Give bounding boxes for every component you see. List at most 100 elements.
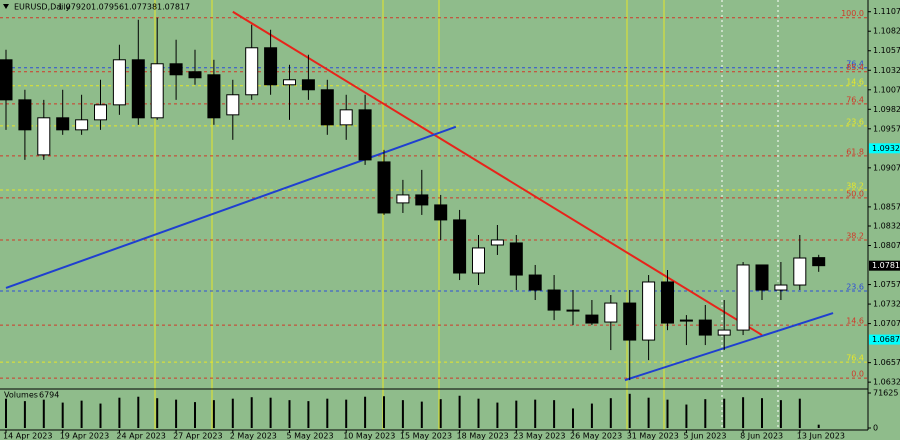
header-low: 1.07738 [124,3,157,12]
header-close: 1.07817 [157,3,190,12]
volume-bar [458,395,461,428]
volume-bar [723,398,726,428]
volume-bar [250,397,253,428]
x-tick-label: 13 Jun 2023 [797,432,845,440]
candle-body [736,264,750,331]
y-tick-label: 1.06325 [873,378,900,387]
volume-tick-label: 0 [873,424,878,433]
candle-body [566,309,580,312]
level-label: 76.4 [846,59,864,68]
candle-body [755,264,769,291]
volume-bar [118,397,121,428]
y-tick-label: 1.09570 [873,124,900,133]
volume-bar [704,399,707,428]
y-tick-label: 1.09070 [873,163,900,172]
header-open: 1.07920 [58,3,91,12]
volume-bar [609,398,612,428]
x-tick-label: 5 May 2023 [287,432,334,440]
y-tick-label: 1.10820 [873,27,900,36]
candle-body [623,302,637,341]
x-tick-label: 14 Apr 2023 [3,432,52,440]
volume-bar [742,397,745,428]
header-high: 1.07956 [91,3,124,12]
candle-body [358,109,372,161]
candle-body [547,289,561,311]
candle-body [604,302,618,323]
trendline [5,125,457,289]
x-tick-label: 27 Apr 2023 [173,432,222,440]
menu-arrow[interactable] [3,4,9,9]
level-label: 23.6 [846,117,864,126]
candle-body [301,79,315,91]
y-tick-label: 1.06575 [873,358,900,367]
y-tick-label: 1.10070 [873,85,900,94]
candle-body [169,63,183,76]
current-price-label: 1.07817 [872,261,900,270]
volume-bar [779,400,782,428]
candle-body [490,239,504,246]
candle-body [283,79,296,86]
candle-body [434,204,448,221]
candle-body [0,59,13,101]
candle-body [642,281,656,341]
trendline [624,312,834,382]
volume-bar [401,400,404,428]
current-price-box [869,260,900,271]
y-tick-label: 1.10320 [873,66,900,75]
level-label: 100.0 [841,9,864,18]
candle-body [377,161,391,214]
volume-bar [572,408,574,428]
trendline [232,10,763,336]
level-label: 61.8 [846,147,864,156]
x-tick-label: 24 Apr 2023 [116,432,165,440]
volume-bar [42,399,45,428]
volume-tick-label: 71625 [873,389,898,398]
y-tick-label: 1.11070 [873,7,900,16]
volume-bar [628,393,631,428]
volume-bar [685,404,688,428]
volume-bar [383,396,385,428]
candle-body [698,319,712,336]
volume-bar [666,399,669,428]
volume-current: 6794 [39,391,59,400]
volume-title: Volumes [4,391,38,400]
x-tick-label: 2 May 2023 [230,432,277,440]
volume-bar [231,398,234,428]
candle-body [528,274,542,291]
candle-body [585,314,599,324]
volume-bar [439,399,442,428]
y-tick-label: 1.08075 [873,241,900,250]
volume-bar [553,400,556,428]
volume-bar [80,400,83,428]
volume-bar [647,397,650,428]
candle-body [509,242,523,276]
price-box-label: 1.09320 [872,144,900,153]
price-box [869,143,900,154]
candle-body [245,47,259,96]
x-tick-label: 15 May 2023 [400,432,452,440]
volume-bar [364,396,367,428]
volume-bar [515,400,518,428]
candle-body [415,194,429,206]
candle-body [131,59,145,119]
y-tick-label: 1.08325 [873,222,900,231]
volume-bar [5,398,7,428]
x-tick-label: 26 May 2023 [570,432,622,440]
candle-body [75,119,89,131]
level-label: 76.4 [846,95,864,104]
volume-bar [269,397,272,428]
price-box-label: 1.06870 [872,335,900,344]
level-label: 50.0 [846,189,864,198]
candle-body [56,117,70,131]
volume-bar [761,398,763,428]
candle-body [37,117,51,156]
x-tick-label: 5 Jun 2023 [683,432,726,440]
volume-bar [420,401,423,428]
x-tick-label: 18 May 2023 [457,432,509,440]
candle-body [264,47,278,86]
volume-bar [212,400,215,428]
candle-body [320,89,334,126]
candle-body [717,329,731,336]
volume-bar [99,403,102,428]
